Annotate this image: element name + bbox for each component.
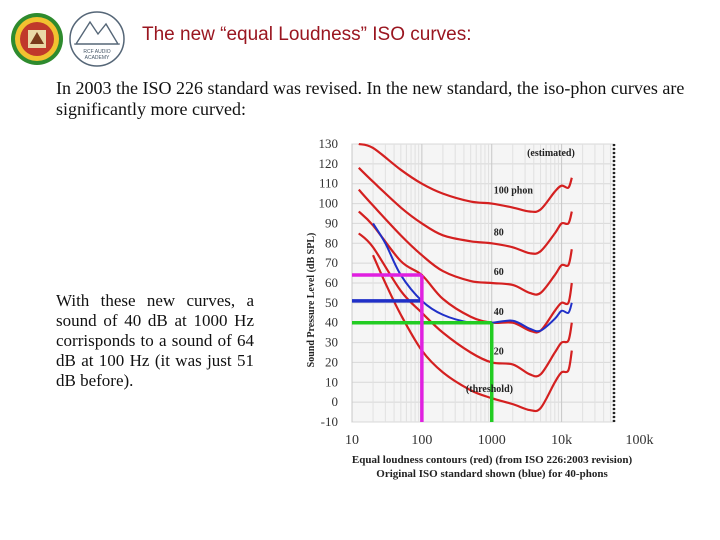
y-tick-label: 20 — [325, 354, 338, 369]
y-tick-label: 60 — [325, 275, 338, 290]
iso-2003-curve-2 — [357, 188, 573, 296]
curve-labels: (estimated) 100 phon 80 60 40 20 (threshold) — [466, 148, 575, 395]
y-tick-label: 80 — [325, 235, 338, 250]
curve-label: (estimated) — [527, 148, 575, 159]
university-seal-logo — [11, 13, 63, 65]
side-paragraph: With these new curves, a sound of 40 dB … — [56, 291, 254, 390]
caption-line-1: Equal loudness contours (red) (from ISO … — [352, 454, 633, 466]
y-tick-label: 130 — [319, 136, 339, 151]
x-tick-label: 100k — [625, 433, 653, 448]
x-tick-label: 100 — [411, 433, 432, 448]
x-tick-label: 1000 — [478, 433, 506, 448]
y-tick-label: 110 — [319, 176, 338, 191]
iso-2003-curve-3 — [358, 210, 573, 334]
curve-label: 80 — [494, 227, 504, 238]
y-tick-label: 90 — [325, 215, 338, 230]
logo-text-line-2: ACADEMY — [85, 55, 110, 61]
y-tick-label: 120 — [319, 156, 339, 171]
y-tick-label: 100 — [319, 196, 339, 211]
curve-label: 60 — [494, 267, 504, 278]
curve-label: 20 — [494, 346, 504, 357]
iso-2003-curve-4 — [358, 232, 573, 378]
slide-title: The new “equal Loudness” ISO curves: — [142, 24, 472, 45]
curve-label: 100 phon — [494, 186, 534, 197]
original-iso-curve-6 — [372, 222, 573, 333]
chart-curves — [357, 142, 573, 413]
iso-2003-curve-0 — [358, 142, 573, 214]
x-tick-label: 10k — [551, 433, 572, 448]
y-axis-title: Sound Pressure Level (dB SPL) — [306, 233, 317, 368]
x-tick-label: 10 — [345, 433, 359, 448]
y-tick-label: 50 — [325, 295, 338, 310]
mountain-logo: RCF AUDIO ACADEMY — [69, 11, 125, 67]
y-tick-label: 70 — [325, 255, 338, 270]
iso-2003-curve-5 — [372, 254, 573, 413]
y-tick-label: 0 — [332, 394, 339, 409]
curve-label: (threshold) — [466, 384, 513, 395]
iso-2003-curve-1 — [358, 167, 573, 255]
curve-label: 40 — [494, 307, 504, 318]
chart-annotations — [352, 273, 494, 422]
y-tick-label: 10 — [325, 374, 338, 389]
y-tick-label: 30 — [325, 335, 338, 350]
caption-line-2: Original ISO standard shown (blue) for 4… — [376, 468, 608, 480]
intro-paragraph: In 2003 the ISO 226 standard was revised… — [56, 78, 685, 119]
y-tick-label: -10 — [321, 414, 338, 429]
logo-text-line-1: RCF AUDIO — [83, 49, 110, 55]
x-tick-labels: 10 100 1000 10k 100k — [345, 433, 653, 448]
y-tick-label: 40 — [325, 315, 338, 330]
